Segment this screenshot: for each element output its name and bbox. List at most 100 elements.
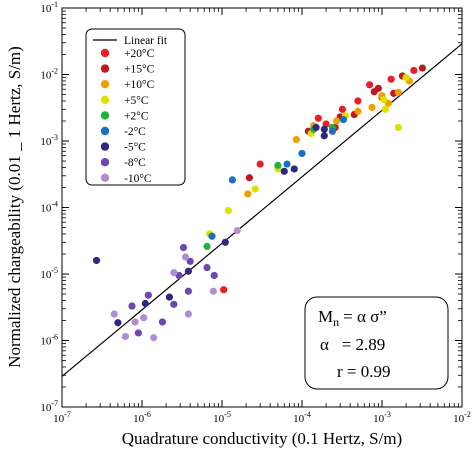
data-point <box>170 268 178 277</box>
data-point <box>283 160 291 168</box>
data-point <box>140 314 148 322</box>
data-point <box>114 319 122 327</box>
x-tick-base: 10 <box>373 413 385 425</box>
legend-label: +5°C <box>124 95 149 107</box>
data-point <box>312 123 320 132</box>
legend-label: -2°C <box>124 126 146 138</box>
data-points <box>92 64 427 342</box>
x-tick-exp: -6 <box>144 410 151 419</box>
data-point <box>158 318 167 326</box>
legend-label: +10°C <box>124 79 155 91</box>
x-tick-base: 10 <box>453 413 465 425</box>
legend-items: +20°C +15°C +10°C +5°C +2°C -2°C -5°C -8°C -10°C <box>100 48 155 185</box>
y-tick-label: 10-2 <box>40 67 58 82</box>
y-axis-label: Normalized chargeability (0.01 _ 1 Hertz… <box>5 46 24 368</box>
y-tick-base: 10 <box>40 70 52 82</box>
data-point <box>274 161 282 169</box>
y-tick-base: 10 <box>40 269 52 281</box>
fit-line-group <box>61 43 463 377</box>
legend-swatch <box>100 126 110 136</box>
data-point <box>228 176 237 184</box>
y-tick-label: 10-1 <box>40 0 58 15</box>
data-point <box>366 81 374 89</box>
legend-swatch <box>100 142 110 151</box>
data-point <box>184 287 192 295</box>
legend-swatch <box>100 95 110 105</box>
data-point <box>186 257 194 265</box>
x-tick-base: 10 <box>53 413 65 425</box>
data-point <box>354 97 362 105</box>
y-tick-exp: -7 <box>51 399 58 408</box>
x-tick-exp: -4 <box>304 410 311 419</box>
data-point <box>170 300 178 308</box>
data-point <box>394 123 402 132</box>
data-point <box>131 318 139 326</box>
y-tick-base: 10 <box>40 203 52 215</box>
y-tick-label: 10-7 <box>40 399 58 414</box>
data-point <box>332 117 341 125</box>
data-point <box>381 105 389 113</box>
y-tick-exp: -4 <box>51 200 58 209</box>
y-tick-base: 10 <box>40 402 52 414</box>
data-point <box>144 291 152 299</box>
legend-swatch <box>100 48 110 58</box>
data-point <box>121 332 129 341</box>
equation-lhs: M <box>318 307 333 326</box>
legend-label: +2°C <box>124 110 149 122</box>
legend-label: -5°C <box>124 142 146 154</box>
y-tick-label: 10-6 <box>40 333 58 348</box>
x-tick-label: 10-5 <box>213 410 231 425</box>
legend-label: +15°C <box>124 64 155 76</box>
data-point <box>134 329 142 337</box>
data-point <box>209 287 217 295</box>
data-point <box>203 263 211 272</box>
equation-lhs-sub: n <box>333 315 339 329</box>
legend-label: -10°C <box>124 173 152 185</box>
data-point <box>292 135 300 144</box>
data-point <box>320 125 328 133</box>
data-point <box>208 232 216 240</box>
y-tick-base: 10 <box>40 336 52 348</box>
legend-swatch <box>100 64 110 73</box>
fit-line <box>61 43 463 377</box>
y-tick-exp: -6 <box>51 333 58 342</box>
data-point <box>298 149 306 158</box>
x-tick-exp: -3 <box>384 410 391 419</box>
data-point <box>370 88 378 96</box>
data-point <box>280 167 288 175</box>
x-tick-label: 10-6 <box>133 410 151 425</box>
y-tick-label: 10-5 <box>40 266 58 281</box>
data-point <box>141 299 149 308</box>
data-point <box>92 256 101 265</box>
legend-fit-label: Linear fit <box>124 35 168 47</box>
x-tick-label: 10-2 <box>453 410 471 425</box>
data-point <box>203 242 211 251</box>
data-point <box>380 95 388 104</box>
data-point <box>410 66 418 75</box>
data-point <box>290 165 298 173</box>
data-point <box>418 64 427 72</box>
data-point <box>245 174 253 182</box>
x-tick-base: 10 <box>293 413 305 425</box>
x-axis-label: Quadrature conductivity (0.1 Hertz, S/m) <box>122 429 402 448</box>
data-point <box>244 190 252 198</box>
legend-swatch <box>100 158 110 167</box>
data-point <box>184 310 192 318</box>
data-point <box>233 226 241 235</box>
data-point <box>338 105 347 113</box>
x-tick-base: 10 <box>133 413 145 425</box>
data-point <box>394 88 402 96</box>
legend-box <box>85 28 186 186</box>
y-tick-exp: -3 <box>51 133 58 142</box>
data-point <box>339 115 348 124</box>
data-point <box>220 286 228 294</box>
legend-swatch <box>100 173 110 182</box>
data-point <box>314 114 322 122</box>
legend-label: -8°C <box>124 157 146 169</box>
data-point <box>181 253 190 261</box>
equation-alpha: α = 2.89 <box>320 335 385 354</box>
equation-box: Mn = α σ” α = 2.89 r = 0.99 <box>304 296 449 390</box>
legend: Linear fit +20°C +15°C +10°C +5°C +2°C -2°C -5… <box>85 28 186 186</box>
axis-ticks: 10-7 10-6 10-5 10-4 10-3 10-210-710-610-510-4… <box>40 0 471 425</box>
